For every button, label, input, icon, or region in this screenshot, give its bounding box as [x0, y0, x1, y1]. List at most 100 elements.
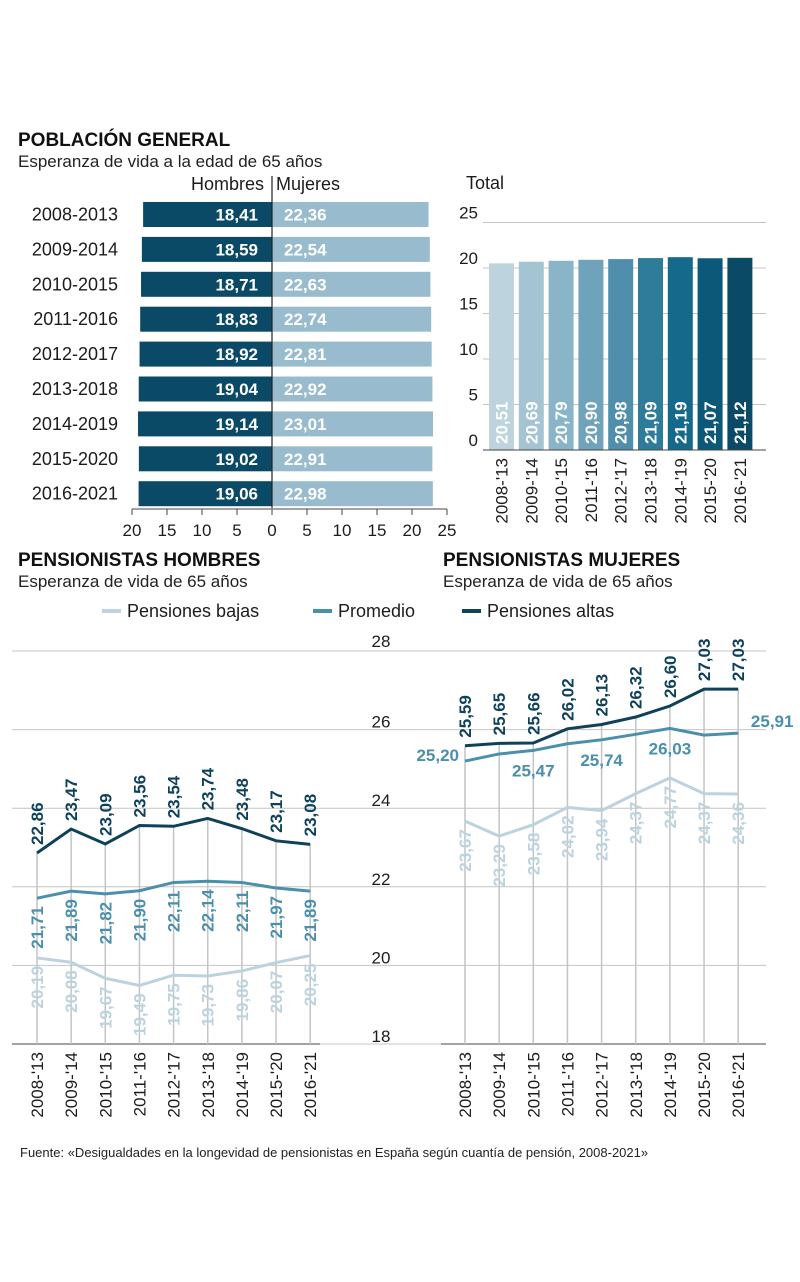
value-label-hombres: 18,83 — [215, 310, 258, 329]
data-label: 24,37 — [695, 802, 714, 845]
data-label: 21,71 — [28, 906, 47, 949]
x-tick-label: 2014-'19 — [671, 458, 690, 524]
value-label-hombres: 18,71 — [215, 275, 258, 294]
bar-mujeres — [272, 271, 431, 297]
total-bar-chart: Total 0 5 10 15 20 25 20,51 2008-'13 20,69 2009-'… — [459, 173, 766, 524]
data-label: 22,11 — [165, 890, 184, 932]
y-tick-label: 25 — [459, 204, 478, 223]
bar-mujeres — [272, 306, 432, 332]
bar-hombres — [143, 202, 272, 227]
legend-hombres: Hombres — [191, 174, 264, 194]
data-label: 19,75 — [165, 983, 184, 1026]
data-label: 21,90 — [130, 899, 149, 942]
bar-total — [697, 258, 723, 450]
bar-hombres — [140, 306, 272, 332]
data-label: 26,13 — [593, 674, 612, 717]
data-label: 25,91 — [751, 712, 794, 731]
bar-total — [667, 257, 693, 450]
hombres-subtitle: Esperanza de vida de 65 años — [18, 572, 248, 591]
legend-pensiones-bajas: Pensiones bajas — [127, 601, 259, 621]
row-label: 2015-2020 — [32, 449, 118, 469]
value-label-hombres: 18,59 — [215, 240, 258, 259]
data-label: 21,89 — [62, 899, 81, 942]
data-label: 26,32 — [627, 666, 646, 709]
data-label: 25,65 — [490, 693, 509, 736]
bar-total — [608, 259, 634, 450]
data-label: 23,17 — [267, 790, 286, 833]
bar-total — [518, 261, 544, 450]
legend-promedio: Promedio — [338, 601, 415, 621]
mujeres-subtitle: Esperanza de vida de 65 años — [443, 572, 673, 591]
x-tick-label: 2011-'16 — [130, 1052, 149, 1116]
hombres-title: PENSIONISTAS HOMBRES — [18, 550, 260, 571]
x-tick-label: 0 — [267, 521, 276, 540]
data-label: 22,14 — [199, 889, 218, 932]
x-tick-label: 2013-'18 — [627, 1052, 646, 1118]
data-label: 24,36 — [729, 802, 748, 845]
value-label-mujeres: 23,01 — [284, 415, 327, 434]
row-label: 2016-2021 — [32, 484, 118, 504]
x-tick-label: 2013-'18 — [199, 1052, 218, 1118]
bar-value-label: 20,79 — [552, 401, 571, 444]
data-label: 26,02 — [558, 678, 577, 721]
bar-value-label: 21,07 — [701, 401, 720, 444]
bar-mujeres — [272, 446, 433, 472]
data-label: 26,60 — [661, 655, 680, 698]
data-label: 21,89 — [301, 899, 320, 942]
mujeres-line-pensiones-bajas — [464, 776, 739, 838]
x-tick-label: 25 — [438, 521, 457, 540]
data-label: 20,08 — [62, 970, 81, 1013]
general-title: POBLACIÓN GENERAL — [18, 129, 231, 151]
bar-mujeres — [272, 376, 433, 402]
value-label-hombres: 18,41 — [215, 206, 258, 225]
x-tick-label: 2011-'16 — [582, 458, 601, 522]
bar-value-label: 21,19 — [671, 401, 690, 444]
data-label: 22,86 — [28, 802, 47, 845]
x-tick-label: 2009-'14 — [522, 458, 541, 524]
bar-hombres — [141, 271, 272, 297]
x-tick-label: 2009-'14 — [62, 1052, 81, 1118]
data-label: 24,02 — [558, 815, 577, 858]
value-label-mujeres: 22,74 — [284, 310, 327, 329]
y-tick-label: 20 — [459, 249, 478, 268]
bar-total — [548, 260, 574, 450]
x-tick-label: 2008-'13 — [493, 458, 512, 524]
data-label: 19,67 — [96, 986, 115, 1029]
bar-total — [489, 263, 514, 450]
value-label-mujeres: 22,63 — [284, 275, 327, 294]
x-tick-label: 2010-'15 — [96, 1052, 115, 1118]
mujeres-title: PENSIONISTAS MUJERES — [443, 550, 680, 571]
x-tick-label: 2010-'15 — [524, 1052, 543, 1118]
data-label: 25,74 — [580, 751, 623, 770]
bar-value-label: 20,51 — [493, 401, 512, 444]
data-label: 23,58 — [524, 833, 543, 876]
row-label: 2008-2013 — [32, 205, 118, 225]
data-label: 25,20 — [416, 746, 459, 765]
data-label: 27,03 — [729, 639, 748, 682]
hombres-line-promedio — [36, 879, 311, 900]
value-label-mujeres: 22,91 — [284, 450, 327, 469]
bar-value-label: 21,12 — [731, 401, 750, 444]
data-label: 23,94 — [593, 818, 612, 861]
data-label: 24,37 — [627, 802, 646, 845]
row-label: 2011-2016 — [33, 309, 118, 329]
row-label: 2014-2019 — [32, 414, 118, 434]
hombres-line-pensiones-altas — [36, 816, 311, 855]
x-tick-label: 2012-'17 — [612, 458, 631, 524]
data-label: 21,97 — [267, 896, 286, 939]
data-label: 23,67 — [456, 829, 475, 872]
legend-pensiones-altas: Pensiones altas — [487, 601, 614, 621]
bar-value-label: 20,90 — [582, 401, 601, 444]
x-tick-label: 2015-'20 — [267, 1052, 286, 1118]
x-tick-label: 2013-'18 — [642, 458, 661, 524]
x-tick-label: 20 — [123, 521, 142, 540]
value-label-mujeres: 22,98 — [284, 485, 327, 504]
data-label: 27,03 — [695, 639, 714, 682]
y-tick-label: 26 — [372, 713, 391, 732]
data-label: 19,86 — [233, 979, 252, 1022]
y-tick-label: 5 — [469, 386, 478, 405]
x-tick-label: 2014-'19 — [233, 1052, 252, 1118]
bar-total — [727, 257, 753, 450]
y-tick-label: 20 — [372, 948, 391, 967]
